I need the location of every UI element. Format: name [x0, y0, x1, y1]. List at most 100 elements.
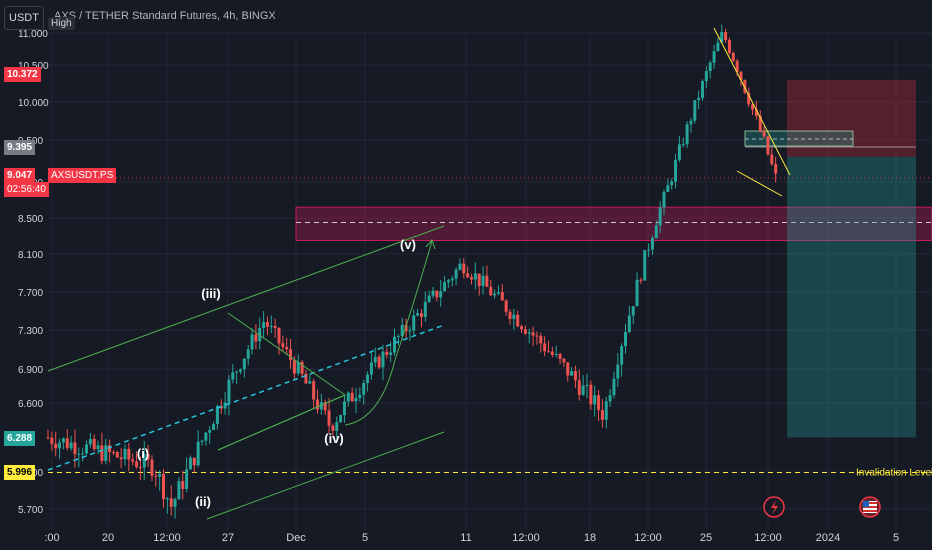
candle-body [681, 144, 685, 146]
candle-body [292, 360, 296, 374]
teal-level-label: 6.288 [4, 431, 36, 446]
candle-body [454, 269, 458, 279]
candle-body [489, 286, 493, 296]
y-tick-label: 8.100 [18, 250, 43, 261]
y-tick-label: 7.300 [18, 326, 43, 337]
channel-lower-line [206, 431, 445, 520]
candle-body [154, 475, 158, 477]
candle-body [212, 423, 216, 431]
candle-body [54, 443, 58, 449]
candle-body [335, 422, 339, 431]
invalidation-label: Invalidation Level [856, 467, 932, 478]
candle-body [242, 358, 246, 370]
candle-body [423, 301, 427, 317]
candle-body [416, 313, 420, 316]
supply-zone [295, 206, 932, 241]
candle-body [312, 381, 316, 400]
candle-body [404, 324, 408, 332]
candle-body [135, 461, 139, 468]
candle-body [662, 191, 666, 208]
candle-body [670, 181, 674, 186]
candle-body [735, 60, 739, 72]
x-tick-label: 18 [584, 532, 596, 544]
x-tick-label: :00 [44, 532, 59, 544]
candle-body [408, 330, 412, 332]
candle-body [500, 292, 504, 301]
flag-stripe [863, 506, 877, 508]
candle-body [597, 395, 601, 411]
candle-body [535, 335, 539, 337]
high-price-label: 10.372 [4, 67, 41, 82]
candle-body [593, 395, 597, 405]
candle-body [443, 282, 447, 292]
candle-body [708, 62, 712, 72]
candle-body [61, 438, 65, 443]
channel-upper-line [47, 225, 445, 372]
candle-body [73, 442, 77, 455]
stop-loss-box [787, 79, 916, 157]
candle-body [192, 457, 196, 466]
y-tick-label: 5.700 [18, 505, 43, 516]
candle-body [473, 273, 477, 280]
candle-body [624, 332, 627, 347]
candle-body [620, 346, 624, 365]
candle-body [631, 306, 635, 316]
candle-body [570, 371, 574, 376]
candle-body [439, 291, 443, 298]
candle-body [316, 399, 319, 410]
candle-body [639, 279, 643, 281]
current-symbol-label: AXSUSDT.PS [48, 168, 117, 183]
y-tick-label: 10.000 [18, 98, 49, 109]
x-tick-label: 25 [700, 532, 712, 544]
candle-body [585, 384, 589, 386]
candle-body [743, 80, 747, 93]
candle-body [647, 249, 651, 251]
candle-body [758, 115, 762, 132]
candle-body [685, 124, 689, 145]
candle-body [104, 445, 108, 461]
candle-body [231, 372, 235, 380]
candle-body [396, 335, 400, 337]
candle-body [701, 81, 704, 98]
candle-body [246, 349, 250, 359]
candle-body [581, 385, 585, 395]
candle-body [562, 358, 566, 363]
y-tick-label: 6.900 [18, 365, 43, 376]
candle-body [573, 371, 577, 381]
candle-body [766, 136, 770, 155]
candle-body [200, 440, 204, 442]
candle-body [697, 97, 701, 101]
candle-body [173, 499, 177, 507]
candle-body [138, 467, 142, 469]
candle-body [115, 452, 119, 458]
candle-body [431, 290, 435, 296]
wave-label: (iii) [201, 286, 221, 301]
candle-body [658, 207, 662, 226]
candle-body [362, 382, 366, 395]
candle-body [196, 441, 200, 466]
candle-body [142, 453, 146, 468]
lightning-glyph [771, 500, 778, 515]
flag-stripe [863, 502, 877, 504]
channel-mid-line [47, 324, 445, 471]
candle-body [466, 273, 470, 278]
candle-body [608, 395, 612, 402]
candle-body [158, 473, 162, 477]
currency-button[interactable]: USDT [4, 6, 44, 30]
candle-body [716, 42, 720, 52]
candle-body [643, 250, 647, 281]
candle-body [577, 380, 581, 395]
candle-body [481, 275, 485, 287]
current-price-label: 9.047 [4, 168, 36, 183]
candle-body [731, 52, 735, 61]
projection-curve [344, 240, 433, 426]
triangle-base [217, 394, 346, 451]
candle-body [493, 293, 497, 296]
candle-body [427, 295, 431, 302]
candle-body [739, 71, 743, 81]
candle-body [289, 349, 293, 361]
candle-body [770, 154, 774, 165]
candle-body [96, 445, 100, 450]
candle-body [181, 481, 185, 489]
